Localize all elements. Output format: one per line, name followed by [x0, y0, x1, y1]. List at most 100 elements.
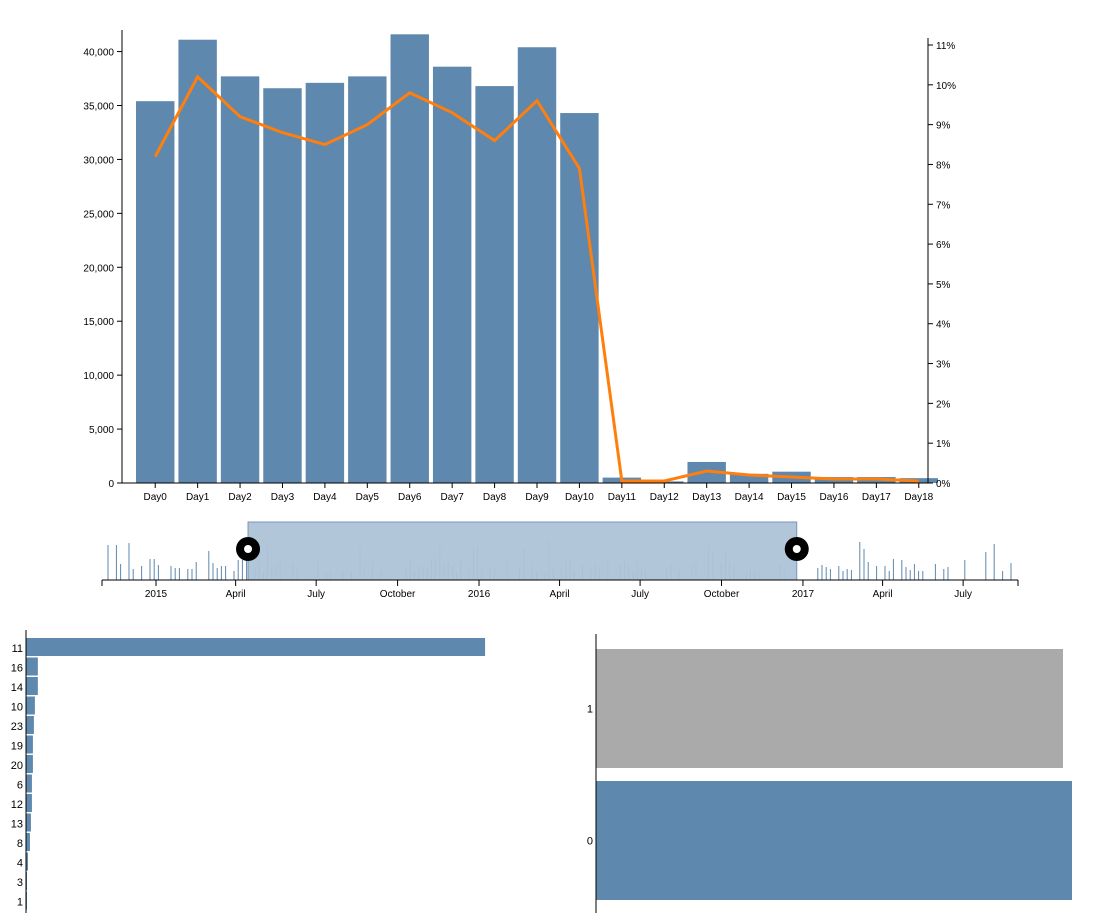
x-tick-label: Day1 — [186, 492, 210, 503]
x-axis: Day0 Day1 Day2 Day3 Day4 Day5 Day6 Day7 Day8 Day9… — [122, 482, 934, 503]
hour-bar-4 — [26, 852, 28, 871]
x-tick-label: Day14 — [735, 492, 764, 503]
timeline-tick-label: October — [380, 589, 416, 600]
x-tick-label: Day13 — [692, 492, 721, 503]
hour-bar-14 — [26, 677, 38, 695]
timeline-tick-label: April — [550, 589, 570, 600]
x-tick-label: Day3 — [271, 492, 295, 503]
flag-bar-0 — [596, 781, 1072, 900]
hour-axis: 11 16 14 10 23 19 20 6 12 13 8 4 3 1 — [11, 630, 27, 913]
x-tick-label: Day5 — [356, 492, 380, 503]
timeline-tick-label: April — [226, 589, 246, 600]
right-tick-label: 3% — [936, 360, 951, 371]
timeline-brush[interactable] — [236, 521, 809, 581]
right-tick-label: 2% — [936, 399, 951, 410]
hour-label: 10 — [11, 701, 23, 713]
timeline-axis: 2015 April July October 2016 April July October… — [101, 579, 1019, 600]
rate-line-layer — [153, 74, 919, 483]
right-tick-label: 5% — [936, 280, 951, 291]
flag-axis: 10 — [587, 634, 597, 913]
left-tick-label: 40,000 — [83, 48, 114, 59]
hour-bar-10 — [26, 696, 35, 715]
hour-label: 16 — [11, 662, 23, 674]
left-tick-label: 10,000 — [83, 371, 114, 382]
right-tick-label: 10% — [936, 81, 956, 92]
hour-label: 14 — [11, 682, 23, 694]
flag-bars — [596, 649, 1072, 900]
timeline-tick-label: April — [873, 589, 893, 600]
x-tick-label: Day17 — [862, 492, 891, 503]
hour-label: 8 — [17, 838, 23, 850]
timeline-tick-label: 2015 — [145, 589, 168, 600]
x-tick-label: Day9 — [525, 492, 549, 503]
flag-bar-1 — [596, 649, 1063, 768]
hour-bars — [26, 638, 486, 910]
right-tick-label: 8% — [936, 160, 951, 171]
bar-day6 — [390, 34, 429, 484]
timeline-tick-label: July — [954, 589, 972, 600]
bar-day7 — [432, 66, 472, 484]
hour-label: 11 — [12, 643, 23, 655]
timeline-tick-label: July — [307, 589, 325, 600]
bar-day4 — [305, 82, 345, 483]
timeline-tick-label: 2016 — [468, 589, 491, 600]
left-tick-label: 20,000 — [83, 263, 114, 274]
timeline-tick-label: July — [631, 589, 649, 600]
bar-day3 — [263, 88, 302, 483]
right-tick-label: 0% — [936, 479, 951, 490]
x-tick-label: Day12 — [650, 492, 679, 503]
x-tick-label: Day10 — [565, 492, 594, 503]
right-tick-label: 7% — [936, 200, 951, 211]
x-tick-label: Day11 — [608, 492, 637, 503]
hour-bar-6 — [26, 774, 32, 793]
flag-label: 1 — [587, 704, 593, 716]
hour-label: 6 — [17, 779, 23, 791]
hour-label: 20 — [11, 760, 23, 772]
hour-bar-13 — [26, 813, 31, 832]
bar-day8 — [475, 86, 514, 483]
flag-label: 0 — [587, 836, 593, 848]
timeline-brush-chart[interactable]: 2015 April July October 2016 April July October… — [0, 515, 1107, 610]
flag-bar-chart: 10 — [587, 634, 1072, 913]
hour-bar-16 — [26, 657, 38, 676]
x-tick-label: Day0 — [144, 492, 168, 503]
hour-label: 4 — [17, 857, 23, 869]
x-tick-label: Day18 — [904, 492, 933, 503]
hour-bar-chart: 11 16 14 10 23 19 20 6 12 13 8 4 3 1 — [11, 630, 486, 913]
left-tick-label: 25,000 — [83, 209, 114, 220]
hour-bar-20 — [26, 755, 33, 773]
x-tick-label: Day16 — [819, 492, 848, 503]
left-tick-label: 30,000 — [83, 155, 114, 166]
hour-label: 19 — [11, 740, 23, 752]
hour-label: 13 — [11, 818, 23, 830]
bar-day2 — [220, 76, 260, 483]
rate-line — [153, 74, 919, 483]
hour-bar-19 — [26, 735, 33, 754]
hour-label: 1 — [17, 896, 23, 908]
hour-label: 3 — [17, 877, 23, 889]
left-y-axis: 0 5,000 10,000 15,000 20,000 25,000 30,000 35,0… — [83, 30, 123, 490]
hour-bar-8 — [26, 833, 30, 851]
brush-handle-dot — [244, 545, 253, 553]
left-tick-label: 0 — [108, 479, 114, 490]
bar-day1 — [178, 39, 217, 483]
left-tick-label: 35,000 — [83, 102, 114, 113]
x-tick-label: Day4 — [313, 492, 337, 503]
hour-label: 12 — [11, 799, 23, 811]
bar-day14 — [729, 473, 769, 483]
timeline-tick-label: October — [704, 589, 740, 600]
left-tick-label: 5,000 — [89, 425, 114, 436]
left-tick-label: 15,000 — [83, 317, 114, 328]
x-tick-label: Day7 — [440, 492, 464, 503]
main-bars — [136, 34, 938, 484]
brush-handle-dot — [792, 545, 801, 553]
hour-bar-12 — [26, 794, 32, 812]
right-tick-label: 6% — [936, 240, 951, 251]
bar-day5 — [348, 76, 387, 483]
x-tick-label: Day2 — [228, 492, 252, 503]
x-tick-label: Day6 — [398, 492, 422, 503]
brush-selection — [247, 521, 798, 581]
hour-bar-23 — [26, 716, 34, 734]
right-tick-label: 9% — [936, 121, 951, 132]
right-y-axis: 0% 1% 2% 3% 4% 5% 6% 7% 8% 9% 10% 11% — [927, 38, 956, 490]
